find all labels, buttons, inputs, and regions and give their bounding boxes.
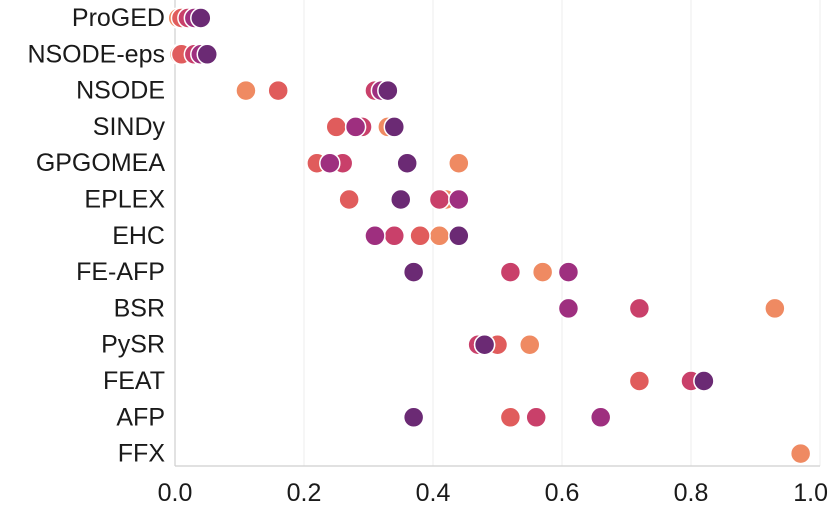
data-point [235,79,257,102]
data-point [519,333,541,356]
data-point [473,333,496,356]
data-point [428,188,451,211]
data-point [390,188,412,211]
category-label: NSODE-eps [27,40,165,68]
data-point [448,225,470,247]
data-point [325,116,347,138]
data-point [499,261,522,283]
data-point [628,297,651,320]
data-point [499,406,522,429]
data-point [377,79,399,102]
category-label: PySR [101,331,165,359]
category-label: NSODE [76,77,165,105]
x-tick-label: 0.0 [158,479,193,506]
category-label: ProGED [72,4,165,32]
data-point [789,442,812,465]
data-point [267,79,289,102]
data-point [557,261,580,283]
data-point [196,43,218,66]
data-point [557,297,580,320]
category-label: EHC [112,222,165,250]
data-point [628,370,651,392]
category-label: FFX [118,440,166,468]
data-point [764,297,786,320]
data-point [525,406,547,429]
x-tick-label: 1.0 [793,479,828,506]
data-point [448,152,470,174]
category-label: FE-AFP [76,258,165,286]
x-tick-label: 0.4 [416,479,451,506]
x-tick-label: 0.6 [545,479,580,506]
category-label: GPGOMEA [36,149,166,177]
data-point [396,152,418,174]
data-point [448,188,470,211]
x-tick-label: 0.8 [674,479,709,506]
data-point [383,225,406,247]
x-tick-labels: 0.0 0.2 0.4 0.6 0.8 1.0 [158,479,828,506]
data-point [589,406,612,429]
category-label: BSR [114,294,165,322]
data-point [428,225,451,247]
data-point [364,225,386,247]
data-point [693,370,715,392]
category-labels: ProGED NSODE-eps NSODE SINDy GPGOMEA EPLEX EHC… [27,4,165,468]
data-point [319,152,341,174]
data-point [344,116,367,138]
data-point [383,116,406,138]
data-point [531,261,554,283]
x-tick-label: 0.2 [287,479,322,506]
category-label: AFP [116,403,165,431]
data-point [402,406,425,429]
data-points [167,7,812,465]
data-point [402,261,425,283]
category-label: EPLEX [84,186,165,214]
category-label: FEAT [103,367,165,395]
category-label: SINDy [93,113,166,141]
data-point [409,225,431,247]
data-point [338,188,360,211]
data-point [190,7,212,29]
